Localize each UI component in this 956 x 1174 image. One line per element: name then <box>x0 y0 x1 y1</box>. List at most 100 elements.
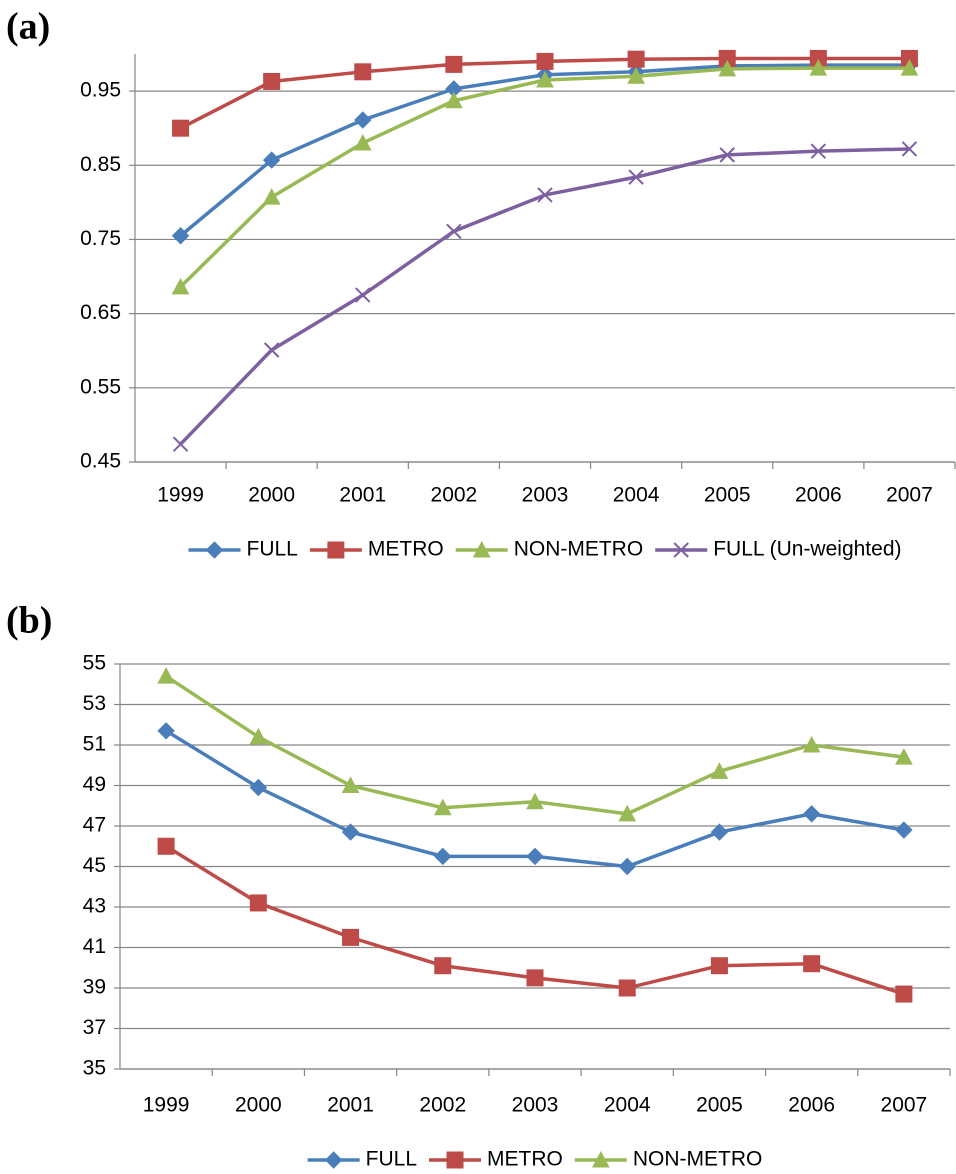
legend-label: FULL (Un-weighted) <box>713 538 901 561</box>
y-tick-label: 0.85 <box>80 153 121 176</box>
y-tick-label: 43 <box>83 895 106 918</box>
panel-label: (b) <box>6 600 52 642</box>
point <box>249 727 268 745</box>
legend-marker <box>446 1151 464 1169</box>
point <box>810 143 827 159</box>
series-line <box>179 147 910 446</box>
legend-label: FULL <box>366 1148 417 1171</box>
x-tick-label: 2005 <box>696 1094 743 1117</box>
legend-marker <box>673 542 689 558</box>
legend: FULL METRO NON-METRO FULL (Un-weighted) <box>247 538 902 561</box>
point <box>433 798 452 816</box>
point <box>536 52 554 70</box>
x-tick-label: 2001 <box>339 484 386 507</box>
x-tick-label: 2007 <box>886 484 933 507</box>
point <box>618 979 636 997</box>
point <box>526 847 544 866</box>
point <box>809 59 828 76</box>
point <box>434 957 452 975</box>
point <box>618 804 637 822</box>
point <box>537 187 553 203</box>
legend-marker <box>324 1151 343 1169</box>
legend: FULL METRO NON-METRO <box>366 1148 763 1171</box>
legend-marker <box>472 540 491 558</box>
point <box>802 735 821 753</box>
point <box>342 928 360 946</box>
point <box>445 55 463 73</box>
point <box>628 169 644 185</box>
y-tick-label: 47 <box>83 814 106 837</box>
legend-label: NON-METRO <box>514 538 644 561</box>
legend-marker <box>205 541 224 559</box>
point <box>445 91 463 109</box>
y-tick-label: 53 <box>83 692 106 715</box>
point <box>157 837 175 855</box>
x-tick-label: 2006 <box>788 1094 835 1117</box>
point <box>172 119 190 137</box>
x-tick-label: 2000 <box>235 1094 282 1117</box>
point <box>900 59 919 76</box>
y-tick-label: 39 <box>83 976 106 999</box>
y-tick-label: 0.65 <box>80 301 121 324</box>
x-tick-label: 2001 <box>327 1094 374 1117</box>
point <box>895 748 913 765</box>
point <box>172 436 189 452</box>
point <box>536 70 554 88</box>
point <box>526 792 544 810</box>
y-tick-label: 55 <box>83 652 106 675</box>
x-tick-label: 2007 <box>881 1094 928 1117</box>
point <box>353 133 372 151</box>
point <box>719 147 735 163</box>
y-tick-label: 35 <box>83 1057 106 1080</box>
point <box>710 823 729 841</box>
y-tick-label: 41 <box>83 935 106 958</box>
point <box>341 776 360 793</box>
x-tick-label: 2002 <box>431 484 478 507</box>
y-tick-label: 0.55 <box>80 375 121 398</box>
series-line <box>179 66 910 289</box>
legend-marker <box>327 541 345 559</box>
point <box>249 778 268 797</box>
legend-label: METRO <box>368 538 444 561</box>
point <box>618 857 636 876</box>
x-tick-label: 2004 <box>604 1094 651 1117</box>
x-tick-label: 2003 <box>512 1094 559 1117</box>
x-tick-label: 2002 <box>419 1094 466 1117</box>
point <box>157 667 175 684</box>
x-tick-label: 1999 <box>157 484 204 507</box>
point <box>171 277 190 295</box>
point <box>249 894 267 912</box>
y-tick-label: 0.45 <box>80 450 121 473</box>
point <box>263 72 281 90</box>
y-tick-label: 45 <box>83 854 106 877</box>
point <box>157 722 175 740</box>
y-tick-label: 49 <box>83 773 106 796</box>
point <box>341 823 360 841</box>
point <box>262 151 281 169</box>
point <box>262 188 281 205</box>
point <box>895 985 913 1003</box>
y-tick-label: 51 <box>83 733 106 756</box>
x-tick-label: 2004 <box>613 484 660 507</box>
legend-marker <box>592 1150 610 1168</box>
point <box>354 111 372 129</box>
legend-label: FULL <box>247 538 298 561</box>
point <box>710 957 728 975</box>
legend-label: METRO <box>487 1148 563 1171</box>
point <box>354 63 372 81</box>
y-tick-label: 0.95 <box>80 79 121 102</box>
point <box>526 969 544 987</box>
x-tick-label: 1999 <box>143 1094 190 1117</box>
point <box>446 223 462 240</box>
point <box>710 762 729 779</box>
point <box>627 50 645 68</box>
x-tick-label: 2000 <box>248 484 295 507</box>
point <box>434 847 452 866</box>
point <box>803 955 821 973</box>
point <box>718 59 737 77</box>
x-tick-label: 2006 <box>795 484 842 507</box>
legend-label: NON-METRO <box>633 1148 763 1171</box>
point <box>263 342 280 358</box>
point <box>355 287 371 303</box>
